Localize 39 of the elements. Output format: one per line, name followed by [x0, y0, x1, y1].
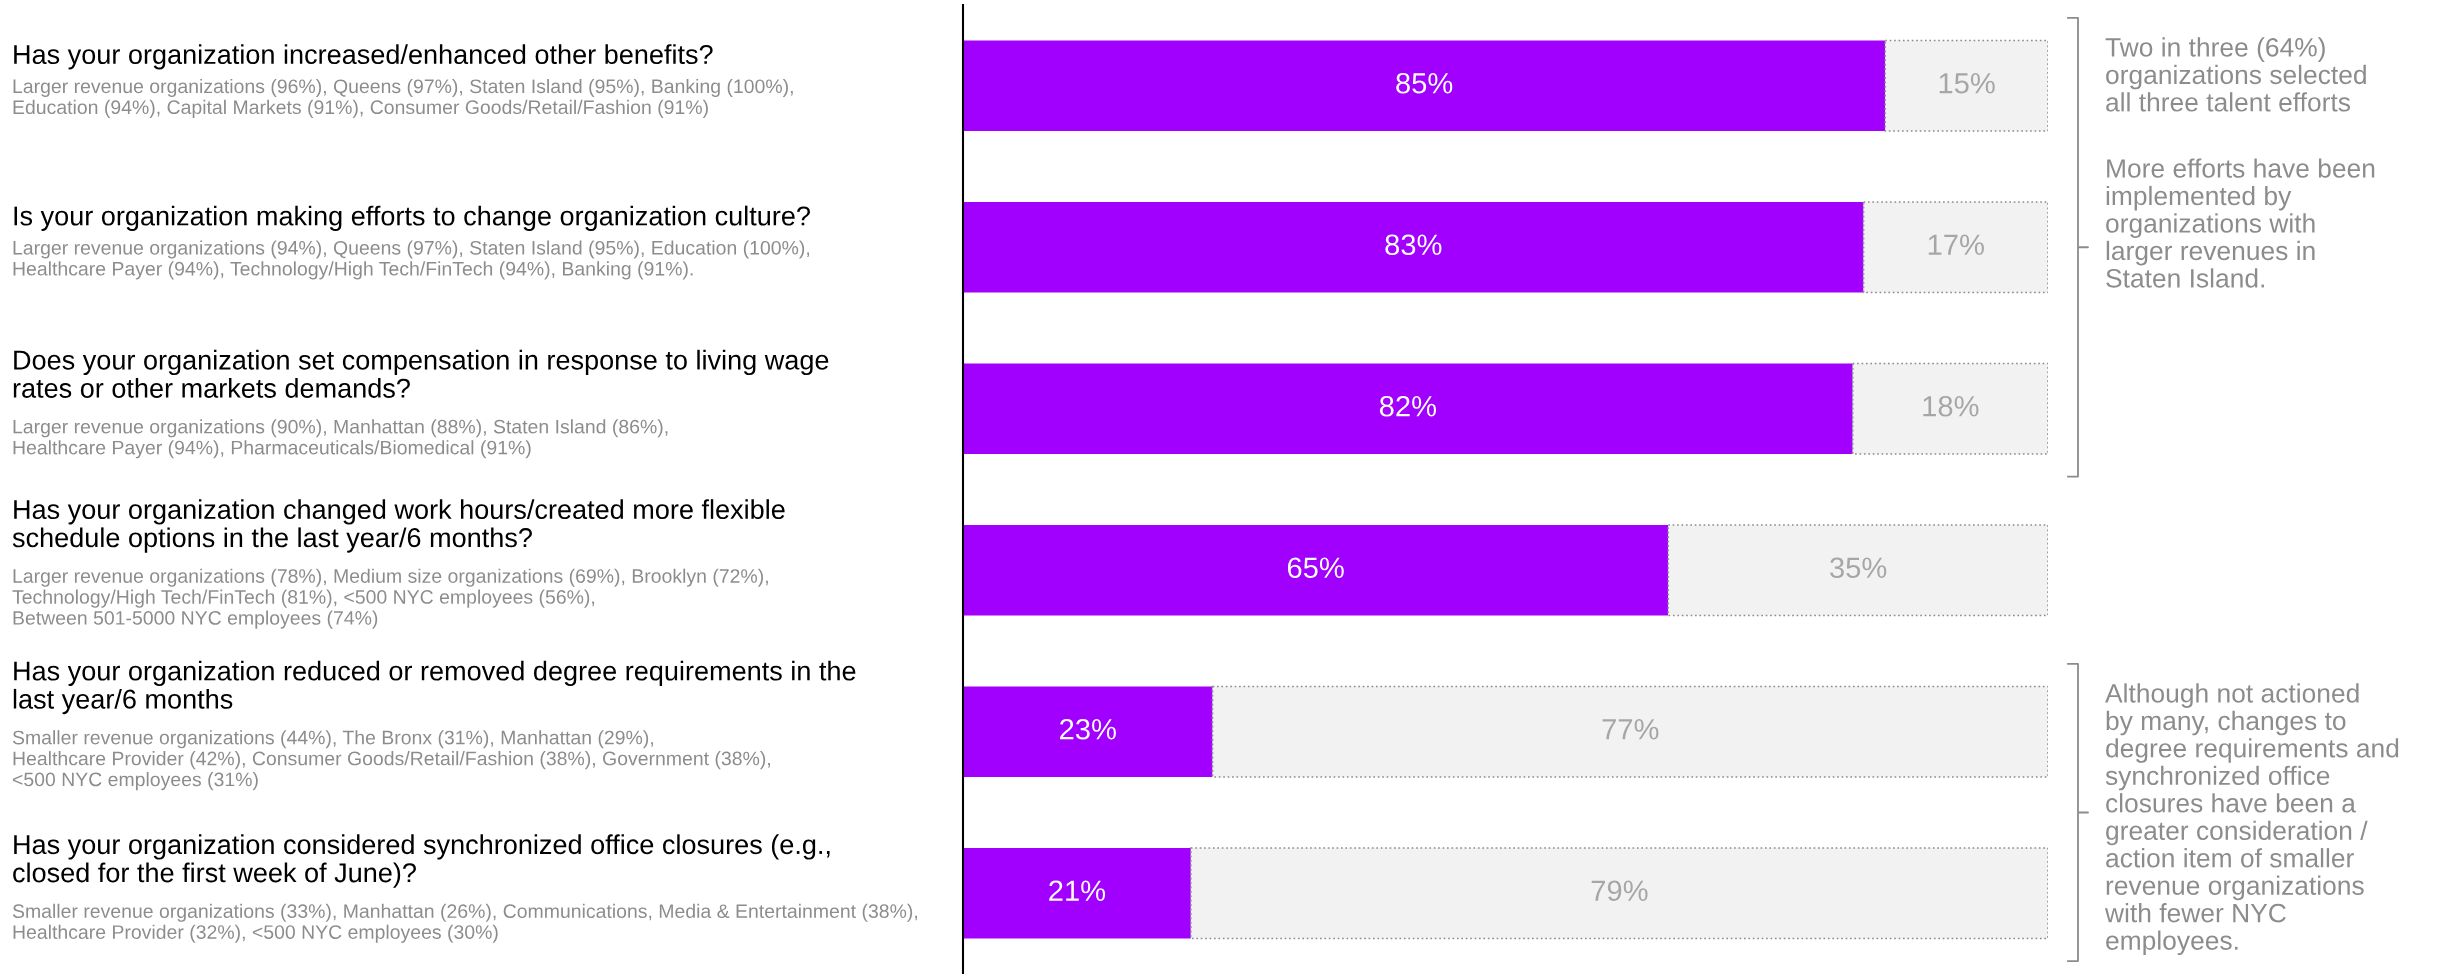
bar [1190, 847, 2048, 940]
text: Larger revenue organizations (90%), Manhattan (88%), Staten Island (86%), Healthcare Payer (94%), Pharmaceuticals/Biomedical (91%) [13, 419, 668, 459]
data-label: 21% [1049, 880, 1106, 901]
bar [1211, 685, 2048, 778]
y-tick-label: Has your organization considered synchronized office closures (e.g., closed for the first week of June)? [13, 834, 830, 888]
bar [1851, 362, 2048, 455]
bar [963, 363, 1853, 454]
data-label: 17% [1928, 234, 1984, 255]
y-tick-label: Has your organization changed work hours/created more flexible schedule options in the last year/6 months? [12, 499, 785, 553]
data-label: 15% [1939, 73, 1995, 94]
bar [963, 202, 1864, 293]
text: Smaller revenue organizations (44%), The Bronx (31%), Manhattan (29%), Healthcare Provider (42%), Consumer Goods/Retail/Fashion (38%), Government (38%), <500 NYC employees (31%) [12, 730, 770, 791]
bar [1884, 39, 2048, 132]
bar [963, 40, 1886, 131]
bar [963, 686, 1213, 777]
bar [963, 848, 1191, 939]
y-tick-label: Is your organization making efforts to change organization culture? [14, 205, 810, 231]
bar [1667, 524, 2048, 617]
y-tick-label: Does your organization set compensation in response to living wage rates or other markets demands? [13, 349, 829, 398]
text: Larger revenue organizations (78%), Medium size organizations (69%), Brooklyn (72%), Technology/High Tech/FinTech (81%), <500 NYC employees (56%), Between 501-5000 NYC employees (74%) [12, 568, 768, 629]
data-label: 65% [1287, 557, 1344, 579]
data-label: 82% [1379, 395, 1436, 417]
data-label: 35% [1830, 557, 1887, 579]
text: Larger revenue organizations (94%), Queens (97%), Staten Island (95%), Education (100%), Healthcare Payer (94%), Technology/High Tech/FinTech (94%), Banking (91%). [13, 240, 809, 280]
data-label: 85% [1396, 72, 1453, 94]
text: Two in three (64%) organizations selected all three talent efforts [2105, 37, 2366, 112]
text: Although not actioned by many, changes to degree requirements and synchronized office closures have been a greater consideration / action item of smaller revenue organizations with fewer NYC employees. [2104, 683, 2399, 956]
bar [963, 525, 1669, 616]
y-tick-label: Has your organization reduced or removed degree requirements in the last year/6 months [13, 660, 856, 715]
text: Smaller revenue organizations (33%), Manhattan (26%), Communications, Media & Entertainment (38%), Healthcare Provider (32%), <500 NYC employees (30%) [12, 903, 917, 943]
text: Larger revenue organizations (96%), Queens (97%), Staten Island (95%), Banking (100%), Education (94%), Capital Markets (91%), Consumer Goods/Retail/Fashion (91%) [13, 78, 793, 118]
data-label: 79% [1591, 880, 1648, 902]
data-label: 83% [1385, 234, 1442, 256]
data-label: 18% [1923, 395, 1979, 417]
data-label: 23% [1060, 718, 1116, 740]
data-label: 77% [1602, 719, 1659, 740]
bar [1862, 201, 2048, 294]
y-tick-label: Has your organization increased/enhanced other benefits? [14, 44, 713, 70]
text: More efforts have been implemented by organizations with larger revenues in Staten Island. [2106, 158, 2375, 288]
